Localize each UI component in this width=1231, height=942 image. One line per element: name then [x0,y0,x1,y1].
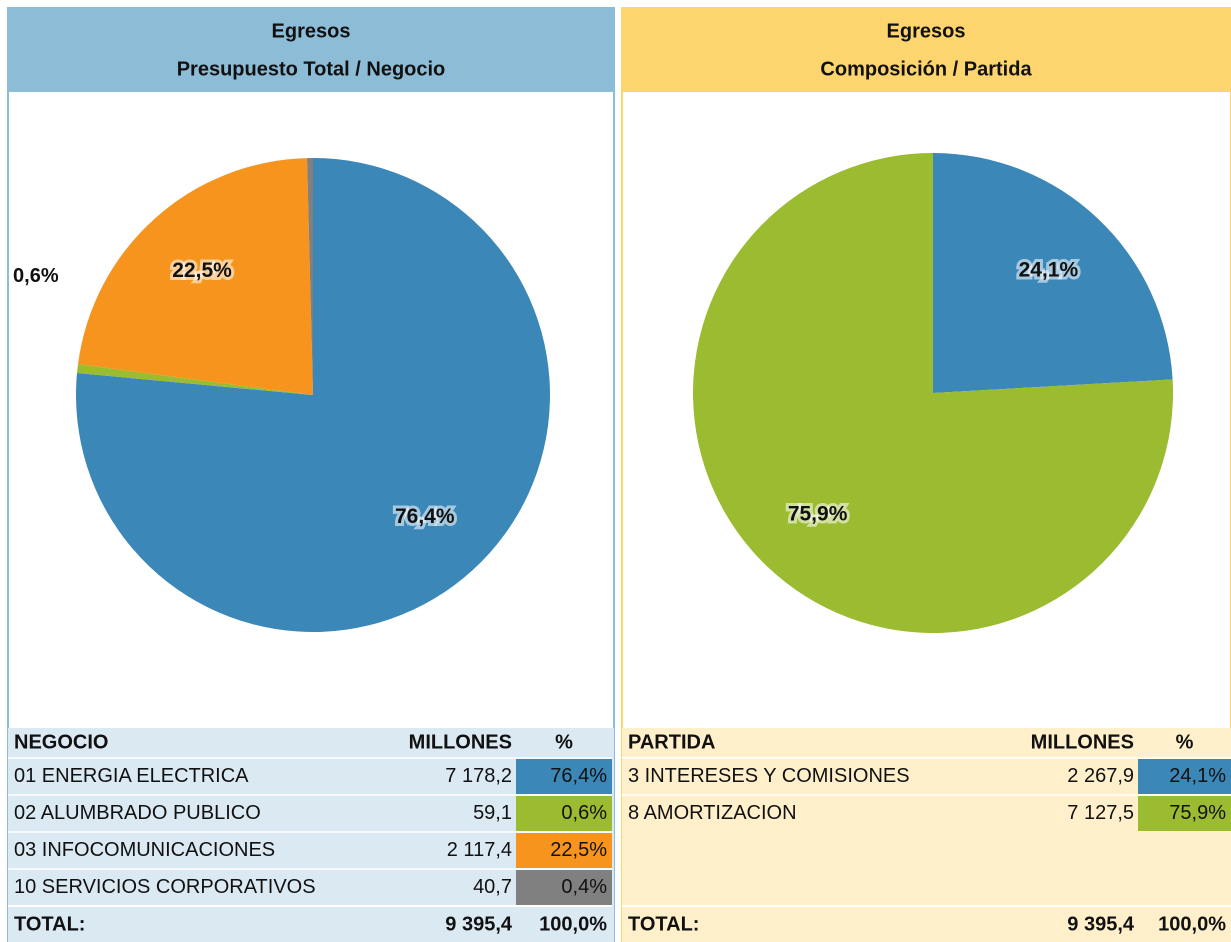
table-header: % [1176,731,1194,753]
row-value: 2 267,9 [1067,765,1134,787]
total-value: 9 395,4 [445,913,513,935]
pie-slice [78,158,313,395]
row-pct: 0,4% [561,876,607,898]
row-value: 7 178,2 [445,765,512,787]
table-header: MILLONES [1031,731,1134,753]
row-name: 01 ENERGIA ELECTRICA [14,765,249,787]
pct-cell [516,796,612,831]
row-pct: 75,9% [1169,802,1226,824]
header-left [8,8,614,92]
data-label: 0,6% [13,265,59,287]
table-header: % [555,731,573,753]
total-value: 9 395,4 [1067,913,1135,935]
chart-title: Egresos [887,20,966,42]
row-pct: 24,1% [1169,765,1226,787]
total-label: TOTAL: [628,913,699,935]
pct-cell [1138,796,1231,831]
total-pct: 100,0% [539,913,607,935]
row-value: 7 127,5 [1067,802,1134,824]
data-label: 24,1% [1019,258,1079,281]
data-label: 22,5% [172,259,232,282]
row-name: 3 INTERESES Y COMISIONES [628,765,910,787]
table-header: MILLONES [409,731,512,753]
chart-subtitle: Composición / Partida [820,58,1032,80]
chart-title: Egresos [272,20,351,42]
pct-cell [516,870,612,905]
row-pct: 76,4% [550,765,607,787]
table-header: PARTIDA [628,731,715,753]
row-value: 40,7 [473,876,512,898]
pct-cell [516,833,612,868]
row-value: 59,1 [473,802,512,824]
pie-slice [692,153,1173,633]
pie-slice [933,153,1173,393]
row-name: 10 SERVICIOS CORPORATIVOS [14,876,316,898]
table-header: NEGOCIO [14,731,108,753]
row-pct: 22,5% [550,839,607,861]
data-label: 76,4% [395,505,455,528]
row-name: 03 INFOCOMUNICACIONES [14,839,275,861]
pct-cell [516,759,612,794]
pie-slice [307,158,313,395]
pct-cell [1138,759,1231,794]
row-name: 8 AMORTIZACION [628,802,797,824]
row-value: 2 117,4 [447,839,512,861]
pie-slice [77,364,313,395]
total-pct: 100,0% [1158,913,1226,935]
row-name: 02 ALUMBRADO PUBLICO [14,802,261,824]
header-right [622,8,1231,92]
row-pct: 0,6% [561,802,607,824]
total-label: TOTAL: [14,913,85,935]
data-label: 75,9% [788,503,848,526]
chart-subtitle: Presupuesto Total / Negocio [177,58,446,80]
